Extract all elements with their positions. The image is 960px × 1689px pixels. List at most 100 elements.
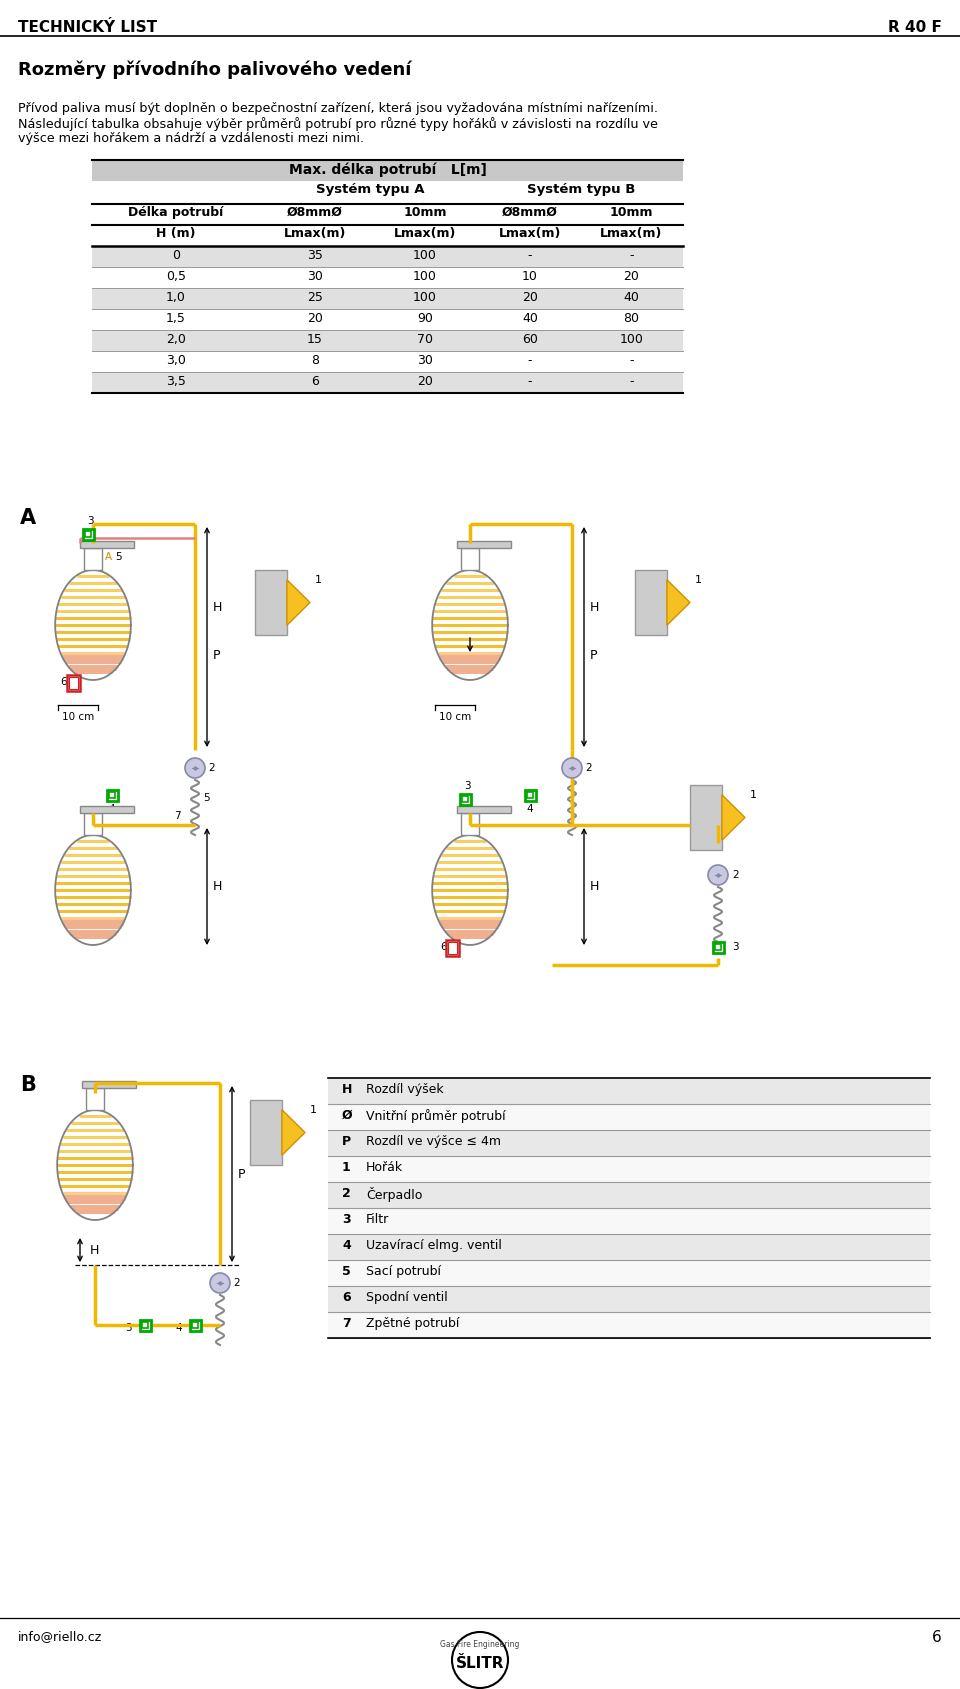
Text: 4: 4 xyxy=(108,804,115,814)
Bar xyxy=(250,1100,282,1165)
Bar xyxy=(83,529,93,539)
Text: 1,0: 1,0 xyxy=(166,291,186,304)
Text: 80: 80 xyxy=(623,312,639,324)
Circle shape xyxy=(210,1274,230,1294)
Text: 40: 40 xyxy=(624,291,639,304)
Bar xyxy=(328,1155,930,1182)
Bar xyxy=(712,941,724,953)
Bar xyxy=(82,1081,135,1088)
Text: H: H xyxy=(213,880,223,893)
Bar xyxy=(189,1319,201,1331)
Bar xyxy=(84,547,102,569)
Text: -: - xyxy=(528,375,532,388)
Polygon shape xyxy=(287,579,310,625)
Text: 1: 1 xyxy=(310,1105,317,1115)
Text: Vnitřní průměr potrubí: Vnitřní průměr potrubí xyxy=(366,1110,506,1123)
Text: 30: 30 xyxy=(307,270,323,284)
Text: Lmax(m): Lmax(m) xyxy=(394,226,456,240)
Text: H: H xyxy=(590,601,599,613)
Bar xyxy=(92,160,683,181)
Text: 5: 5 xyxy=(115,552,122,562)
Text: Ø: Ø xyxy=(342,1110,352,1121)
Text: 7: 7 xyxy=(175,811,181,821)
Bar xyxy=(527,792,533,797)
Text: Gas Fire Engineering: Gas Fire Engineering xyxy=(441,1640,519,1648)
Text: Max. délka potrubí   L[m]: Max. délka potrubí L[m] xyxy=(289,162,487,176)
Text: 60: 60 xyxy=(522,333,538,346)
Bar xyxy=(445,941,459,956)
Text: 15: 15 xyxy=(307,333,323,346)
Text: Lmax(m): Lmax(m) xyxy=(499,226,562,240)
Text: TECHNICKÝ LIST: TECHNICKÝ LIST xyxy=(18,20,157,35)
Text: 4: 4 xyxy=(527,804,534,814)
Text: Lmax(m): Lmax(m) xyxy=(600,226,662,240)
Text: 20: 20 xyxy=(522,291,538,304)
Text: 6: 6 xyxy=(311,375,319,388)
Bar xyxy=(328,1105,930,1130)
Bar xyxy=(328,1130,930,1155)
Bar xyxy=(690,785,722,850)
Text: 1: 1 xyxy=(342,1160,350,1174)
Text: 1,5: 1,5 xyxy=(166,312,186,324)
Text: 40: 40 xyxy=(522,312,538,324)
Text: Spodní ventil: Spodní ventil xyxy=(366,1290,447,1304)
Bar xyxy=(461,812,479,834)
Bar xyxy=(92,247,683,267)
Text: R 40 F: R 40 F xyxy=(888,20,942,35)
Text: A: A xyxy=(105,552,112,562)
Bar xyxy=(328,1312,930,1338)
Text: 20: 20 xyxy=(624,270,639,284)
Text: 1: 1 xyxy=(750,790,757,801)
Text: 100: 100 xyxy=(413,248,437,262)
Text: 3: 3 xyxy=(732,942,738,953)
Bar xyxy=(457,540,511,547)
Text: 3: 3 xyxy=(464,780,470,790)
Bar xyxy=(66,676,80,691)
Text: H: H xyxy=(213,601,223,613)
Bar xyxy=(92,289,683,309)
Bar xyxy=(192,1322,198,1328)
Text: 2: 2 xyxy=(233,1279,240,1289)
Text: P: P xyxy=(213,649,221,662)
Text: H: H xyxy=(90,1243,100,1257)
Text: 100: 100 xyxy=(413,270,437,284)
Bar xyxy=(328,1182,930,1208)
Text: Lmax(m): Lmax(m) xyxy=(284,226,347,240)
Text: 0: 0 xyxy=(172,248,180,262)
Bar xyxy=(328,1078,930,1105)
Bar xyxy=(109,792,115,797)
Text: 6: 6 xyxy=(60,677,66,687)
Bar xyxy=(255,569,287,635)
Text: Hořák: Hořák xyxy=(366,1160,403,1174)
Text: 1: 1 xyxy=(695,574,702,584)
Text: 70: 70 xyxy=(417,333,433,346)
Bar xyxy=(447,942,457,954)
Text: 90: 90 xyxy=(417,312,433,324)
Text: 20: 20 xyxy=(417,375,433,388)
Text: 100: 100 xyxy=(619,333,643,346)
Text: -: - xyxy=(528,248,532,262)
Bar xyxy=(463,796,468,802)
Text: Sací potrubí: Sací potrubí xyxy=(366,1265,441,1279)
Text: 2: 2 xyxy=(208,763,215,774)
Bar xyxy=(80,806,133,812)
Text: 3: 3 xyxy=(342,1213,350,1226)
Bar xyxy=(92,351,683,372)
Text: 6: 6 xyxy=(932,1630,942,1645)
Text: Čerpadlo: Čerpadlo xyxy=(366,1187,422,1203)
Bar xyxy=(328,1260,930,1285)
Bar xyxy=(524,789,536,801)
Text: H (m): H (m) xyxy=(156,226,196,240)
Text: 3: 3 xyxy=(86,517,93,525)
Text: 30: 30 xyxy=(417,355,433,367)
Bar xyxy=(86,1088,104,1110)
Text: Ø8mmØ: Ø8mmØ xyxy=(287,206,343,220)
Bar xyxy=(84,812,102,834)
Bar xyxy=(457,806,511,812)
Bar xyxy=(85,532,91,537)
Text: Přívod paliva musí být doplněn o bezpečnostní zařízení, která jsou vyžadována mí: Přívod paliva musí být doplněn o bezpečn… xyxy=(18,101,658,115)
Text: -: - xyxy=(629,248,634,262)
Bar xyxy=(68,677,78,689)
Text: -: - xyxy=(629,375,634,388)
Text: 2: 2 xyxy=(585,763,591,774)
